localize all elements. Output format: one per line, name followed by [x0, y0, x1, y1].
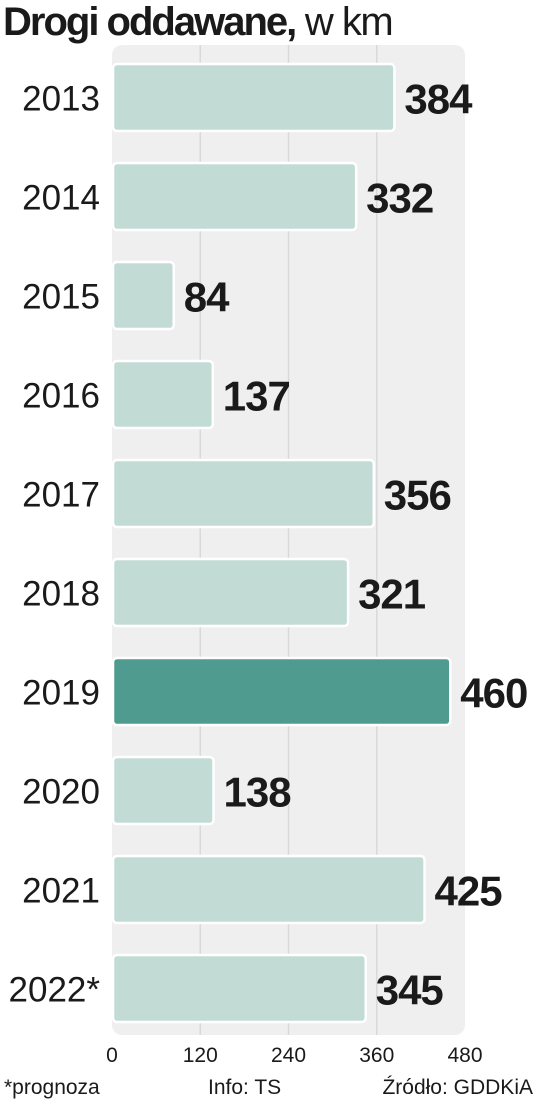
value-label: 356 [384, 472, 451, 519]
value-label: 332 [366, 175, 433, 222]
chart-title: Drogi oddawane, w km [3, 0, 394, 46]
value-label: 345 [376, 967, 444, 1014]
value-label: 460 [460, 670, 527, 717]
value-label: 138 [223, 769, 291, 816]
category-label: 2022* [9, 971, 101, 1010]
x-tick-label: 0 [106, 1044, 118, 1067]
bar [111, 953, 367, 1024]
bar [111, 656, 452, 727]
bar [111, 557, 350, 628]
bar [111, 458, 376, 529]
category-label: 2017 [22, 476, 100, 515]
category-label: 2016 [22, 377, 100, 416]
value-label: 84 [184, 274, 230, 321]
x-tick-label: 240 [271, 1044, 306, 1067]
category-label: 2019 [22, 674, 100, 713]
bar [111, 62, 396, 133]
x-tick-label: 360 [359, 1044, 394, 1067]
value-label: 384 [404, 76, 473, 123]
category-label: 2020 [22, 773, 100, 812]
footnote: *prognoza [4, 1076, 100, 1099]
value-label: 425 [435, 868, 503, 915]
category-label: 2014 [22, 179, 100, 218]
x-tick-label: 480 [447, 1044, 482, 1067]
bar [111, 359, 215, 430]
bar [111, 755, 215, 826]
chart-title-main: Drogi oddawane, [3, 0, 297, 44]
value-label: 137 [223, 373, 290, 420]
x-tick-label: 120 [183, 1044, 218, 1067]
category-label: 2018 [22, 575, 100, 614]
bar [111, 161, 358, 232]
category-label: 2021 [22, 872, 100, 911]
bar-chart: 2013 384 2014 332 2015 84 2016 137 2017 356 2018 32… [9, 45, 528, 1067]
value-label: 321 [358, 571, 426, 618]
info-credit: Info: TS [208, 1076, 282, 1099]
category-label: 2015 [22, 278, 100, 317]
bar [111, 260, 176, 331]
chart-title-unit: w km [304, 0, 394, 44]
bar [111, 854, 426, 925]
source-credit: Źródło: GDDKiA [382, 1076, 533, 1099]
category-label: 2013 [22, 80, 100, 119]
